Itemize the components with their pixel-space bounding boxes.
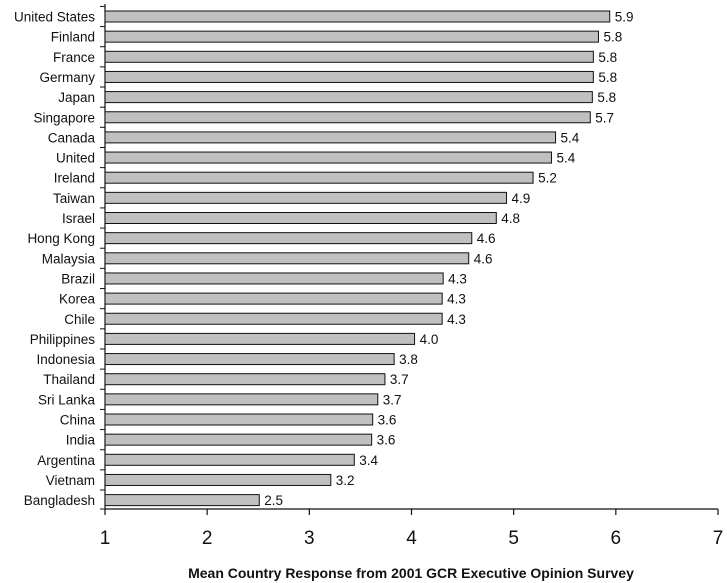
category-label: Hong Kong — [27, 231, 95, 246]
x-tick-label: 7 — [713, 528, 724, 549]
value-label: 3.7 — [383, 392, 402, 407]
category-label: India — [66, 433, 96, 448]
category-label: Malaysia — [42, 251, 96, 266]
category-label: Finland — [51, 30, 95, 45]
bar — [104, 353, 395, 366]
category-label: Brazil — [61, 271, 95, 286]
bar — [104, 272, 444, 285]
bar — [104, 252, 470, 265]
category-label: Philippines — [30, 332, 96, 347]
x-tick-label: 5 — [508, 528, 519, 549]
value-label: 4.3 — [447, 312, 466, 327]
category-label: Bangladesh — [24, 493, 95, 508]
bar — [104, 312, 443, 325]
bar — [104, 332, 416, 345]
category-label: Argentina — [37, 453, 95, 468]
category-label: Germany — [39, 70, 95, 85]
category-label: China — [60, 413, 96, 428]
bar — [104, 30, 599, 43]
bar — [104, 473, 332, 486]
category-label: Vietnam — [46, 473, 95, 488]
bar — [104, 232, 473, 245]
bar — [104, 111, 591, 124]
value-label: 5.2 — [538, 171, 557, 186]
category-label: Ireland — [54, 171, 95, 186]
value-label: 2.5 — [264, 493, 283, 508]
x-tick-label: 4 — [406, 528, 417, 549]
bar — [104, 151, 552, 164]
category-label: United — [56, 151, 95, 166]
category-label: Singapore — [33, 110, 95, 125]
bar — [104, 10, 611, 23]
value-label: 4.3 — [448, 271, 467, 286]
value-label: 3.4 — [359, 453, 378, 468]
bar — [104, 70, 594, 83]
category-label: Taiwan — [53, 191, 95, 206]
bar — [104, 494, 260, 507]
category-label: France — [53, 50, 95, 65]
category-label: Israel — [62, 211, 95, 226]
value-label: 3.8 — [399, 352, 418, 367]
bar — [104, 393, 379, 406]
category-label: Korea — [59, 292, 96, 307]
value-label: 3.6 — [378, 413, 397, 428]
category-label: Canada — [48, 130, 96, 145]
category-label: Thailand — [43, 372, 95, 387]
category-label: Indonesia — [36, 352, 95, 367]
x-axis-label: Mean Country Response from 2001 GCR Exec… — [188, 565, 634, 581]
x-tick-label: 1 — [100, 528, 111, 549]
value-label: 5.9 — [615, 10, 634, 25]
value-label: 4.8 — [501, 211, 520, 226]
bar — [104, 292, 443, 305]
value-label: 3.2 — [336, 473, 355, 488]
category-label: Japan — [58, 90, 95, 105]
x-tick-label: 6 — [611, 528, 622, 549]
bar — [104, 433, 373, 446]
category-label: Sri Lanka — [38, 392, 96, 407]
value-label: 5.8 — [597, 90, 616, 105]
value-label: 5.7 — [595, 110, 614, 125]
bar — [104, 91, 593, 104]
bar — [104, 373, 386, 386]
category-label: United States — [14, 10, 95, 25]
value-label: 4.9 — [512, 191, 531, 206]
value-label: 4.0 — [420, 332, 439, 347]
bar — [104, 212, 497, 224]
value-label: 4.6 — [474, 251, 493, 266]
value-label: 4.3 — [447, 292, 466, 307]
x-tick-label: 2 — [202, 528, 213, 549]
bar — [104, 131, 557, 144]
category-label: Chile — [64, 312, 95, 327]
bar — [104, 50, 594, 63]
value-label: 5.8 — [598, 70, 617, 85]
value-label: 3.7 — [390, 372, 409, 387]
value-label: 5.8 — [603, 30, 622, 45]
value-label: 5.8 — [598, 50, 617, 65]
value-label: 5.4 — [556, 151, 575, 166]
bar — [104, 191, 508, 204]
x-tick-label: 3 — [304, 528, 315, 549]
value-label: 3.6 — [377, 433, 396, 448]
bar — [104, 453, 355, 466]
bar — [104, 171, 534, 184]
value-label: 4.6 — [477, 231, 496, 246]
value-label: 5.4 — [561, 130, 580, 145]
bar — [104, 413, 374, 426]
